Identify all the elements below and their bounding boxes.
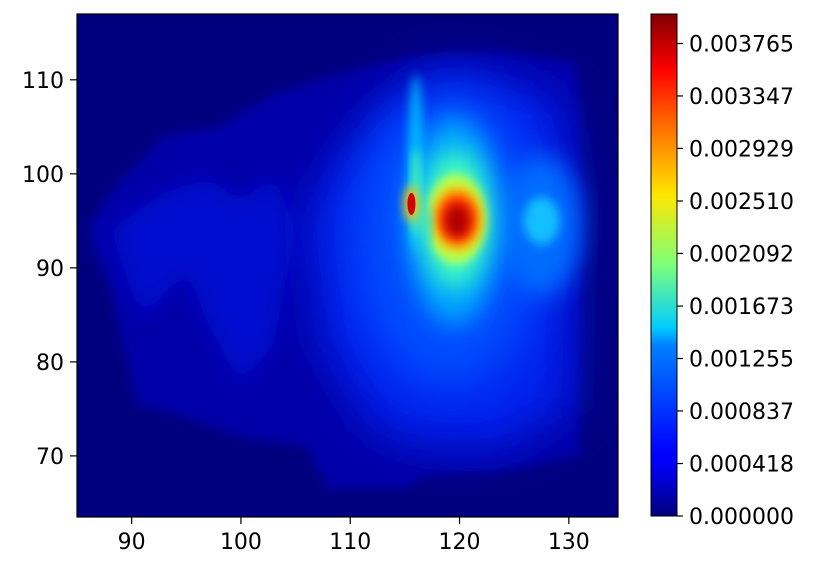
y-tick-label: 80 [36, 351, 64, 376]
x-tick-label: 120 [439, 530, 481, 555]
plot-frame [76, 13, 619, 518]
colorbar-tick-label: 0.001673 [689, 295, 794, 320]
secondary-peak-core [407, 192, 416, 215]
colorbar-tick-label: 0.003347 [689, 85, 794, 110]
colorbar-tick-label: 0.002092 [689, 242, 794, 267]
y-axis: 70 80 90 100 110 [22, 69, 77, 470]
colorbar-tick-label: 0.000418 [689, 453, 794, 478]
x-tick-label: 100 [220, 530, 262, 555]
y-tick-label: 100 [22, 163, 64, 188]
contour-field [87, 51, 582, 489]
y-tick-label: 110 [22, 69, 64, 94]
y-tick-label: 90 [36, 257, 64, 282]
x-tick-label: 130 [548, 530, 590, 555]
colorbar-tick-label: 0.001255 [689, 347, 794, 372]
contour-level-10 [445, 204, 470, 237]
x-axis: 90 100 110 120 130 [118, 517, 590, 555]
colorbar-tick-label: 0.000000 [689, 505, 794, 530]
contour-level-5b [523, 196, 560, 245]
colorbar-tick-label: 0.003765 [689, 32, 794, 57]
colorbar-tick-label: 0.002510 [689, 190, 794, 215]
colorbar-axis: 0.000000 0.000418 0.000837 0.001255 0.001673… [677, 32, 794, 530]
x-tick-label: 110 [329, 530, 371, 555]
colorbar-tick-label: 0.002929 [689, 137, 794, 162]
x-tick-label: 90 [118, 530, 146, 555]
y-tick-label: 70 [36, 445, 64, 470]
colorbar [650, 13, 678, 517]
ridge-gap [425, 205, 432, 246]
contour-level-2 [109, 173, 296, 386]
colorbar-tick-label: 0.000837 [689, 400, 794, 425]
